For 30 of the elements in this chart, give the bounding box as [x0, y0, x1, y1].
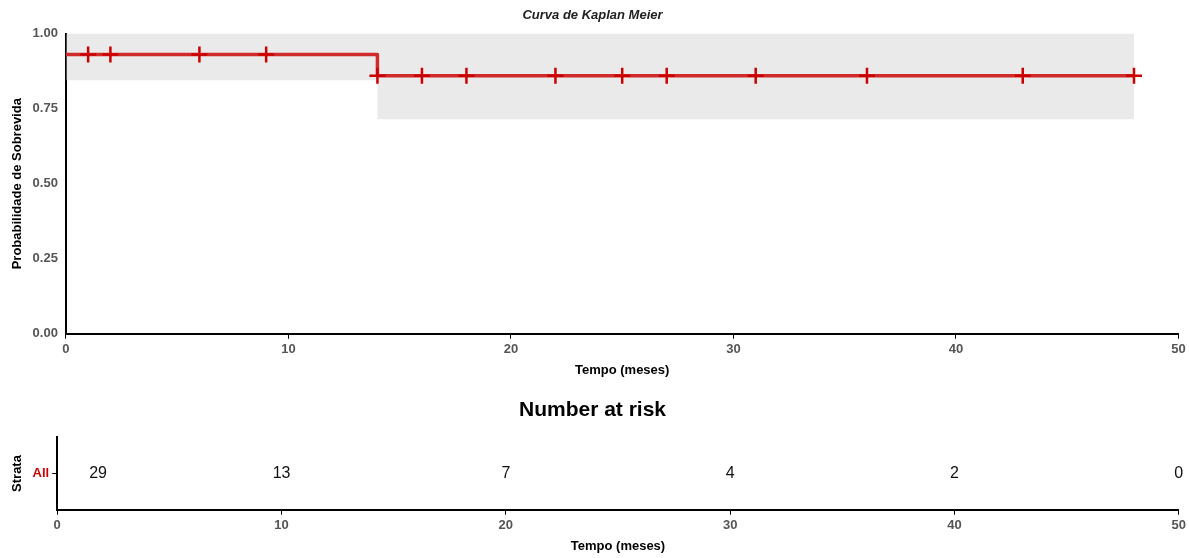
data-label: 7: [501, 463, 511, 481]
x-tick-label: 0: [62, 341, 70, 357]
y-tick-label: 0.75: [32, 100, 58, 116]
x-axis-title: Tempo (meses): [570, 537, 666, 553]
x-tick-label: 50: [1171, 517, 1186, 533]
x-tick-label: 40: [947, 517, 962, 533]
data-label: 0: [1174, 463, 1184, 481]
data-label: 2: [950, 463, 960, 481]
data-label: 29: [89, 463, 108, 481]
y-tick-label: All: [32, 465, 50, 481]
x-tick-label: 0: [53, 517, 61, 533]
y-tick-label: 1.00: [32, 25, 58, 41]
x-tick-label: 10: [274, 517, 289, 533]
chart-title: Number at risk: [518, 397, 667, 421]
data-label: 13: [272, 463, 291, 481]
data-label: 4: [725, 463, 735, 481]
x-tick-label: 20: [498, 517, 514, 533]
y-axis-title: Probabilidade de Sobrevida: [9, 97, 25, 270]
x-tick-label: 30: [726, 341, 741, 357]
x-tick-label: 50: [1171, 341, 1186, 357]
y-tick-label: 0.25: [32, 250, 58, 266]
y-axis-title: Strata: [9, 454, 25, 492]
x-axis-title: Tempo (meses): [575, 361, 670, 377]
chart-title: Curva de Kaplan Meier: [522, 7, 664, 23]
x-tick-label: 10: [281, 341, 296, 357]
y-tick-label: 0.00: [32, 325, 58, 341]
x-tick-label: 30: [722, 517, 738, 533]
x-tick-label: 20: [503, 341, 519, 357]
y-tick-label: 0.50: [32, 175, 58, 191]
x-tick-label: 40: [948, 341, 964, 357]
